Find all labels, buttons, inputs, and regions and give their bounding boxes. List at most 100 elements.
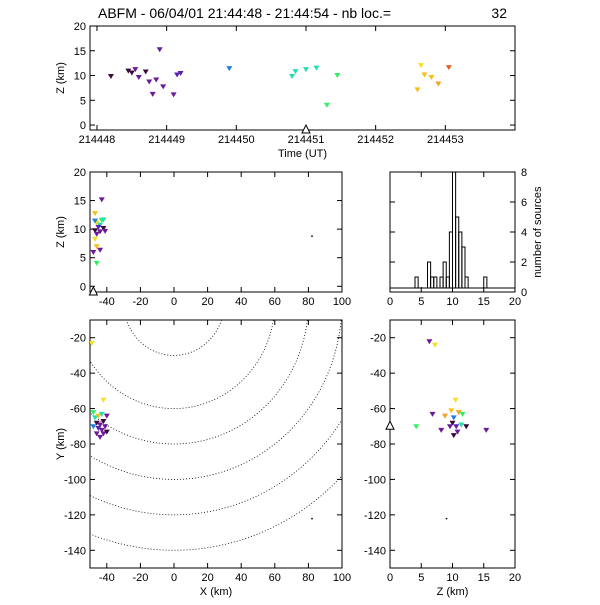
y-tick-label: -60 <box>370 404 386 416</box>
source-point <box>450 433 457 439</box>
source-point <box>90 424 97 430</box>
y-tick-label: -80 <box>370 439 386 451</box>
source-point <box>97 434 104 440</box>
x-tick-label: 10 <box>446 296 458 308</box>
plot-frame <box>89 25 516 131</box>
y-tick-label: 5 <box>80 95 86 107</box>
source-point <box>132 67 139 73</box>
x-tick-label: 0 <box>387 296 393 308</box>
source-point <box>92 236 99 242</box>
hist-bar <box>461 246 466 289</box>
source-point <box>93 420 100 426</box>
source-point <box>102 424 109 430</box>
x-tick-label: 214450 <box>218 134 255 146</box>
hist-bar <box>483 276 488 289</box>
x-tick-label: 20 <box>509 572 521 584</box>
source-point <box>156 47 163 53</box>
source-point <box>426 339 433 345</box>
x-tick-label: 20 <box>509 296 521 308</box>
y-tick-label: -100 <box>64 474 86 486</box>
source-point <box>450 415 457 421</box>
y-tick-label: -20 <box>70 333 86 345</box>
y-tick-label: -120 <box>364 510 386 522</box>
source-point <box>226 66 233 72</box>
x-axis-title: Z (km) <box>437 586 469 598</box>
figure-title: ABFM - 06/04/01 21:44:48 - 21:44:54 - nb… <box>98 5 391 21</box>
source-point <box>174 72 181 78</box>
source-point <box>483 427 490 433</box>
source-point <box>292 69 299 75</box>
source-point <box>100 217 107 223</box>
hist-bar <box>414 276 419 289</box>
source-point <box>125 68 132 74</box>
plot-frame <box>89 319 343 569</box>
x-tick-label: 80 <box>302 296 314 308</box>
x-tick-label: 0 <box>387 572 393 584</box>
y-tick-label: -140 <box>64 545 86 557</box>
y-tick-label: -40 <box>370 368 386 380</box>
y-tick-label: 0 <box>80 281 86 293</box>
source-point <box>453 424 460 430</box>
source-point <box>95 224 102 230</box>
plot-frame <box>389 319 516 569</box>
y-axis-title: Y (km) <box>55 428 67 460</box>
source-point <box>103 413 110 419</box>
range-contour <box>90 320 274 409</box>
x-tick-label: -40 <box>99 572 115 584</box>
x-tick-label: 20 <box>201 296 213 308</box>
source-point <box>98 427 105 433</box>
x-tick-label: 20 <box>201 572 213 584</box>
y-tick-label: 5 <box>80 253 86 265</box>
y-tick-label: -60 <box>70 404 86 416</box>
plot-area <box>90 197 313 266</box>
source-point <box>103 429 110 435</box>
x-tick-label: 214449 <box>148 134 185 146</box>
x-tick-label: -20 <box>132 572 148 584</box>
x-tick-label: -20 <box>132 296 148 308</box>
source-point <box>93 260 100 266</box>
x-tick-label: 100 <box>333 572 351 584</box>
y-tick-label: 0 <box>521 287 527 299</box>
x-tick-label: 5 <box>418 572 424 584</box>
source-point <box>160 84 167 90</box>
y-tick-label: -140 <box>364 545 386 557</box>
hist-bar <box>442 261 447 289</box>
plot-frame <box>89 171 343 293</box>
y-tick-label: 20 <box>74 167 86 179</box>
y-tick-label: 15 <box>74 46 86 58</box>
plot-area <box>413 339 490 520</box>
x-tick-label: 214448 <box>79 134 116 146</box>
x-tick-label: 100 <box>333 296 351 308</box>
source-point <box>100 397 107 403</box>
source-point <box>445 517 448 520</box>
source-point <box>97 229 104 235</box>
plot-area <box>107 47 452 108</box>
source-point <box>177 71 184 77</box>
source-point <box>413 424 420 430</box>
source-point <box>449 420 456 426</box>
y-tick-label: -120 <box>64 510 86 522</box>
source-point <box>92 218 99 224</box>
x-tick-label: 60 <box>269 296 281 308</box>
source-point <box>454 429 461 435</box>
chart-time_z: 214448 214449 214450 214451 214452 214453 0 5 10… <box>55 21 516 160</box>
source-point <box>90 410 97 416</box>
source-point <box>421 72 428 78</box>
x-tick-label: 214453 <box>427 134 464 146</box>
station-marker <box>88 285 99 296</box>
y-tick-label: 2 <box>521 257 527 269</box>
source-point <box>100 226 107 231</box>
source-point <box>95 413 102 419</box>
y-tick-label: 8 <box>521 167 527 179</box>
x-tick-label: 15 <box>478 572 490 584</box>
source-point <box>93 431 100 437</box>
source-point <box>95 426 102 432</box>
source-point <box>313 65 320 71</box>
source-point <box>435 81 442 87</box>
source-point <box>92 211 99 217</box>
source-point <box>100 431 107 437</box>
chart-z_y: 0 5 10 15 20 -140 -120 -100 -80 -60 -40 -20 Z (km) <box>364 319 521 598</box>
source-point <box>323 102 330 108</box>
y-tick-label: 10 <box>74 224 86 236</box>
